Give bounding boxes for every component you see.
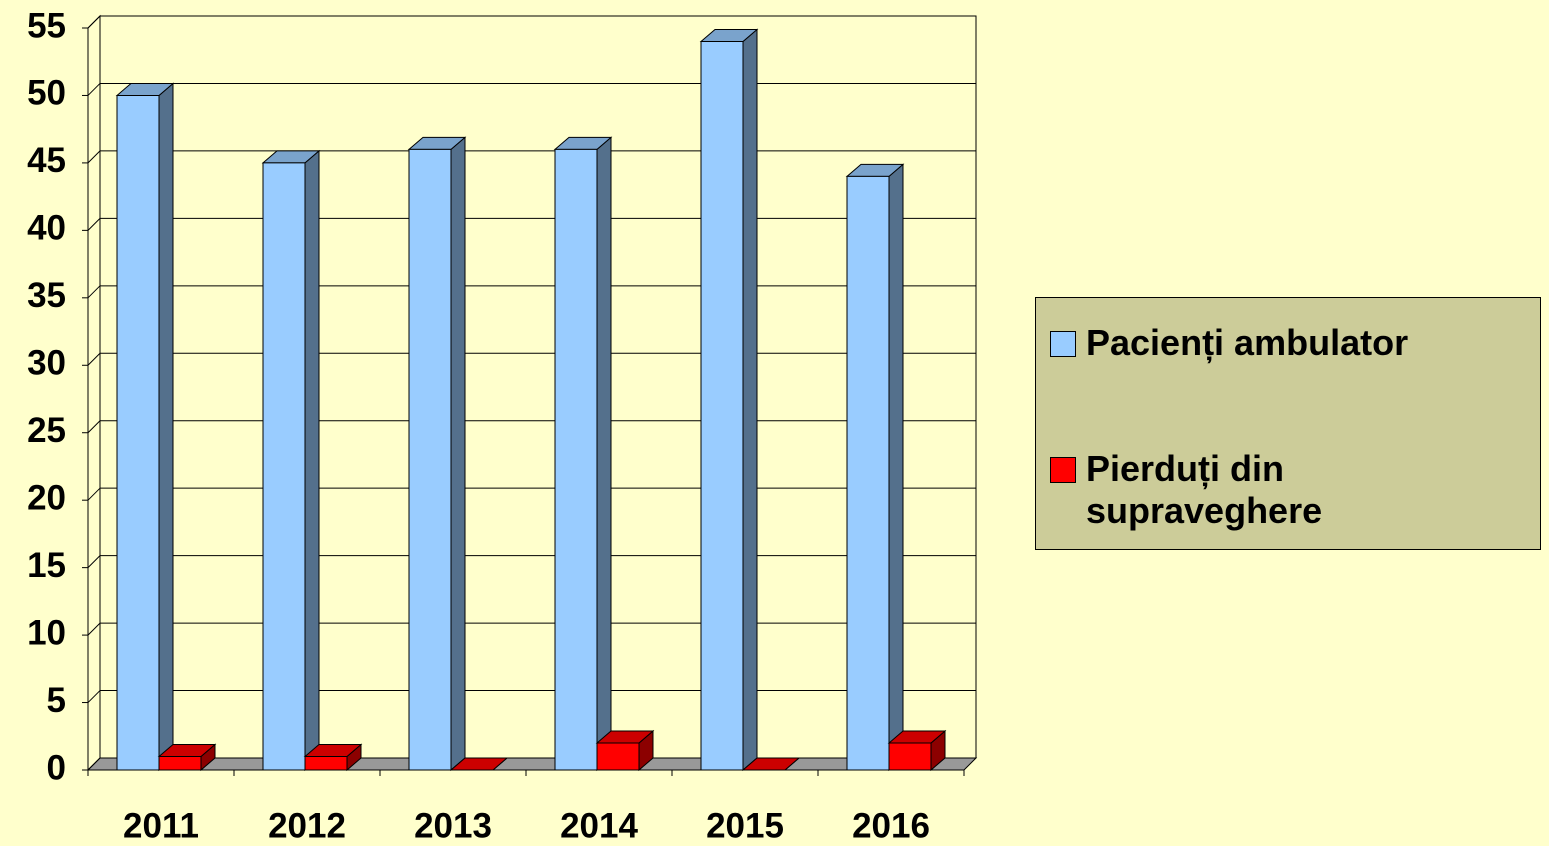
bar-side (742, 28, 758, 772)
bar (699, 28, 759, 772)
legend-swatch (1050, 457, 1076, 483)
bar-side (888, 163, 904, 772)
legend: Pacienți ambulator Pierduți din supravegh… (1035, 297, 1541, 550)
bar-front (554, 148, 598, 771)
grid-side (87, 150, 101, 164)
y-tick-label: 0 (47, 748, 66, 787)
legend-label: Pacienți ambulator (1086, 322, 1409, 363)
legend-item: Pierduți din supraveghere (1050, 448, 1520, 532)
bar-side (158, 82, 174, 772)
bar-front (408, 148, 452, 771)
back-wall (99, 15, 977, 759)
y-tick-label: 10 (27, 613, 66, 652)
bar (261, 149, 321, 772)
grid-side (87, 555, 101, 568)
x-tick-label: 2014 (560, 806, 638, 845)
x-tick-label: 2012 (268, 806, 346, 845)
bar (845, 163, 905, 772)
y-tick-label: 45 (27, 141, 66, 180)
bar-front (596, 742, 640, 771)
y-tick-label: 30 (27, 344, 66, 383)
bar-front (888, 742, 932, 771)
bar-front (700, 40, 744, 771)
y-tick-label: 40 (27, 209, 66, 248)
bar (157, 743, 217, 772)
bar-side (596, 136, 612, 772)
bar (595, 729, 655, 772)
x-tick-label: 2015 (706, 806, 784, 845)
grid-side (87, 690, 101, 703)
bar (303, 743, 363, 772)
bar-front (262, 162, 306, 771)
y-tick-label: 5 (47, 681, 66, 720)
grid-side (87, 285, 101, 299)
y-tick-label: 55 (27, 6, 66, 45)
grid-side (87, 15, 101, 29)
legend-label: Pierduți din supraveghere (1086, 448, 1323, 531)
bar-front (846, 175, 890, 771)
y-tick-label: 20 (27, 478, 66, 517)
bar-front (116, 94, 160, 771)
y-tick-label: 35 (27, 276, 66, 315)
y-tick-label: 50 (27, 74, 66, 113)
grid-side (87, 622, 101, 636)
floor (86, 757, 978, 771)
bar (449, 757, 509, 771)
grid-side (87, 420, 101, 434)
bar (553, 136, 613, 772)
x-tick-label: 2013 (414, 806, 492, 845)
grid-side (87, 218, 101, 231)
legend-item: Pacienți ambulator (1050, 322, 1520, 364)
legend-swatch (1050, 331, 1076, 357)
bar-front (304, 756, 348, 771)
grid-side (87, 757, 101, 771)
grid-side (87, 487, 101, 501)
bar-side (450, 136, 466, 772)
y-tick-label: 15 (27, 546, 66, 585)
bar (115, 82, 175, 772)
bar-side (304, 149, 320, 772)
y-tick-label: 25 (27, 411, 66, 450)
grid-side (87, 83, 101, 96)
x-tick-label: 2016 (852, 806, 930, 845)
grid-side (87, 352, 101, 366)
bar (741, 757, 801, 771)
bar-top (449, 757, 509, 771)
left-wall (87, 14, 101, 772)
x-tick-label: 2011 (123, 806, 199, 845)
bar-front (158, 756, 202, 771)
bar (887, 729, 947, 772)
bar-top (741, 757, 801, 771)
bar (407, 136, 467, 772)
